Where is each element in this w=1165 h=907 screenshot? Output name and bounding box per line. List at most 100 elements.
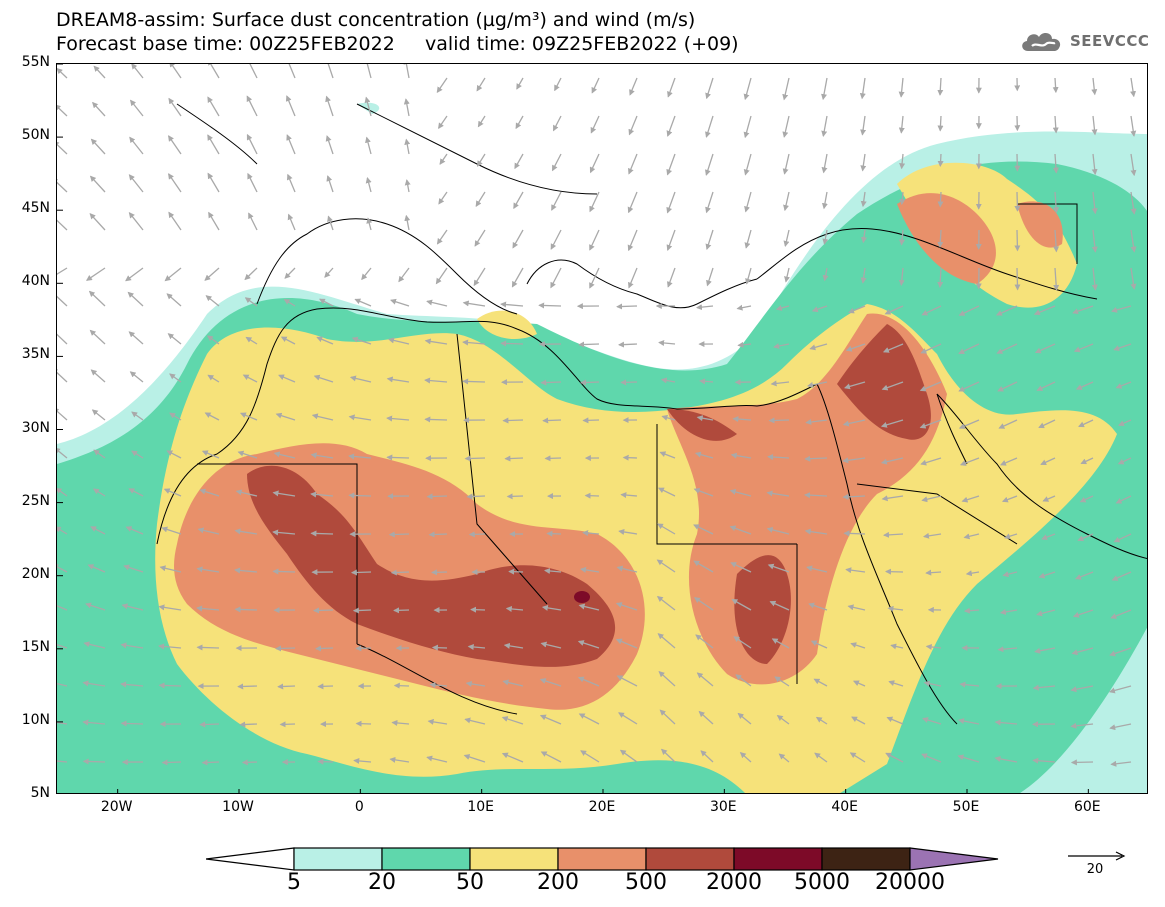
wind-arrow <box>169 64 182 79</box>
wind-arrow <box>477 115 486 128</box>
wind-arrow <box>365 136 372 155</box>
wind-arrow <box>994 755 1018 763</box>
wind-arrow <box>207 96 220 117</box>
wind-arrow <box>355 645 372 652</box>
wind-arrow <box>57 644 68 649</box>
wind-arrow <box>666 229 676 251</box>
wind-arrow <box>474 229 486 247</box>
wind-arrow <box>283 298 296 307</box>
wind-arrow <box>361 267 372 281</box>
wind-arrow <box>615 602 638 611</box>
wind-arrow <box>1111 305 1132 313</box>
colorbar-segment-20-50 <box>381 847 471 871</box>
wind-arrow <box>963 533 980 540</box>
wind-arrow <box>965 570 980 577</box>
wind-arrow <box>57 140 68 155</box>
wind-arrow <box>89 213 106 231</box>
wind-arrow <box>120 681 144 688</box>
wind-arrow <box>169 373 182 383</box>
wind-arrow <box>539 678 562 687</box>
wind-arrow <box>731 598 752 611</box>
wind-arrow <box>311 413 334 421</box>
wind-arrow <box>272 529 296 536</box>
wind-arrow <box>698 710 714 725</box>
wind-arrow <box>620 492 638 499</box>
wind-arrow <box>431 644 448 651</box>
wind-arrow <box>438 115 448 130</box>
wind-arrow <box>743 153 752 176</box>
wind-arrow <box>366 217 373 231</box>
wind-arrow <box>436 77 448 94</box>
wind-arrow <box>919 419 942 429</box>
wind-arrow <box>1091 229 1098 253</box>
wind-arrow <box>1130 115 1137 137</box>
wind-arrow <box>159 565 182 573</box>
wind-arrow <box>659 709 676 725</box>
wind-arrow <box>937 115 944 132</box>
wind-arrow <box>515 115 524 130</box>
wind-arrow <box>1091 191 1098 215</box>
wind-arrow <box>1072 609 1094 618</box>
wind-arrow <box>348 453 372 460</box>
wind-arrow <box>705 115 714 138</box>
wind-arrow <box>767 563 790 573</box>
wind-arrow <box>925 569 942 576</box>
wind-arrow <box>735 674 752 687</box>
wind-arrow <box>313 607 334 614</box>
wind-arrow <box>627 191 638 214</box>
wind-arrow <box>693 524 714 535</box>
wind-arrow <box>128 488 144 497</box>
wind-arrow <box>1113 343 1132 351</box>
lat-tick-label: 30N <box>21 419 50 436</box>
wind-arrow <box>705 191 714 214</box>
wind-arrow <box>937 77 944 96</box>
wind-arrow <box>237 450 258 459</box>
wind-arrow <box>1036 381 1056 391</box>
colorbar <box>206 847 999 871</box>
wind-arrow <box>860 267 867 284</box>
wind-arrow <box>766 490 790 497</box>
wind-arrow <box>1130 153 1137 177</box>
wind-arrow <box>693 597 714 611</box>
colorbar-segment-500-2000 <box>645 847 735 871</box>
wind-arrow <box>822 267 829 282</box>
wind-arrow <box>57 67 68 79</box>
wind-arrow <box>1002 571 1018 578</box>
wind-arrow <box>615 638 638 649</box>
wind-arrow <box>287 213 296 231</box>
wind-arrow <box>85 602 106 611</box>
wind-arrow <box>501 716 524 725</box>
wind-arrow <box>958 305 980 316</box>
wind-arrow <box>324 267 334 278</box>
wind-arrow <box>196 605 220 612</box>
wind-arrow <box>729 488 752 497</box>
wind-arrow <box>197 527 220 535</box>
wind-arrow <box>807 381 828 388</box>
wind-arrow <box>234 606 258 613</box>
wind-arrow <box>589 267 600 289</box>
wind-arrow <box>89 175 106 193</box>
wind-arrow <box>426 299 448 307</box>
wind-arrow <box>775 305 790 311</box>
wind-arrow <box>57 760 68 763</box>
wind-arrow <box>620 379 638 386</box>
wind-arrow <box>1091 153 1098 176</box>
wind-arrow <box>899 229 905 246</box>
dust-brown-layer <box>247 324 931 667</box>
wind-arrow <box>199 488 220 497</box>
wind-arrow <box>158 604 182 611</box>
wind-arrow <box>57 487 68 497</box>
wind-arrow <box>744 191 752 213</box>
wind-arrow <box>882 343 904 353</box>
logo-text: SEEVCCC <box>1070 32 1150 50</box>
wind-arrow <box>1091 267 1098 291</box>
wind-arrow <box>57 328 68 345</box>
lon-tick-label: 0 <box>354 799 364 815</box>
wind-arrow <box>93 449 106 459</box>
wind-arrow <box>436 229 448 245</box>
wind-arrow <box>821 153 828 174</box>
wind-arrow <box>235 489 258 497</box>
wind-arrow <box>844 381 866 390</box>
wind-arrow <box>937 153 944 167</box>
wind-arrow <box>660 377 676 384</box>
